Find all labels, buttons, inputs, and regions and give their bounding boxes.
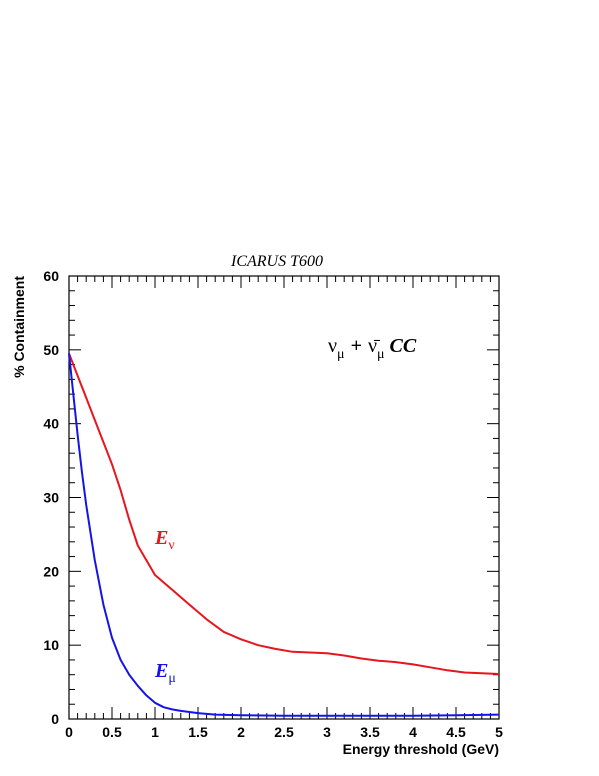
y-tick-label: 40 — [43, 416, 59, 432]
y-tick-label: 10 — [43, 637, 59, 653]
y-axis-title: % Containment — [11, 276, 27, 378]
y-tick-label: 30 — [43, 490, 59, 506]
y-tick-label: 0 — [51, 711, 59, 727]
x-tick-label: 5 — [495, 724, 503, 740]
x-tick-label: 4 — [409, 724, 417, 740]
annot-nu: ν — [328, 335, 337, 357]
y-tick-label: 60 — [43, 268, 59, 284]
series-group — [68, 353, 500, 717]
svg-text:νμ+ν̄μCC: νμ + ν̄μ CC — [328, 335, 417, 362]
y-axis-ticks: 0 10 20 30 40 50 60 — [43, 268, 499, 727]
annot-mu-sub-2: μ — [377, 347, 385, 362]
x-tick-label: 1.5 — [188, 724, 208, 740]
y-tick-label: 20 — [43, 563, 59, 579]
x-tick-label: 4.5 — [446, 724, 466, 740]
chart-title: ICARUS T600 — [230, 253, 323, 270]
annot-plus: + — [351, 335, 362, 357]
x-axis-ticks: 0 0.5 1 1.5 2 2.5 3 3.5 4 4.5 5 — [65, 276, 503, 740]
series-label-e-mu: Eμ — [154, 660, 176, 686]
series-line-e-mu — [68, 353, 500, 717]
plot-frame — [68, 275, 500, 720]
x-axis-title: Energy threshold (GeV) — [343, 741, 499, 757]
x-tick-label: 0 — [65, 724, 73, 740]
x-tick-label: 2.5 — [274, 724, 294, 740]
series-label-e-nu: Eν — [154, 527, 175, 553]
x-tick-label: 3 — [323, 724, 331, 740]
x-tick-label: 0.5 — [102, 724, 122, 740]
x-tick-label: 3.5 — [360, 724, 380, 740]
x-tick-label: 1 — [151, 724, 159, 740]
annot-mu-sub: μ — [337, 347, 345, 362]
series-line-e-nu — [68, 353, 500, 675]
y-tick-label: 50 — [43, 342, 59, 358]
x-tick-label: 2 — [237, 724, 245, 740]
annot-cc: CC — [390, 335, 417, 357]
reaction-annotation: νμ + ν̄μ CC — [328, 335, 417, 362]
